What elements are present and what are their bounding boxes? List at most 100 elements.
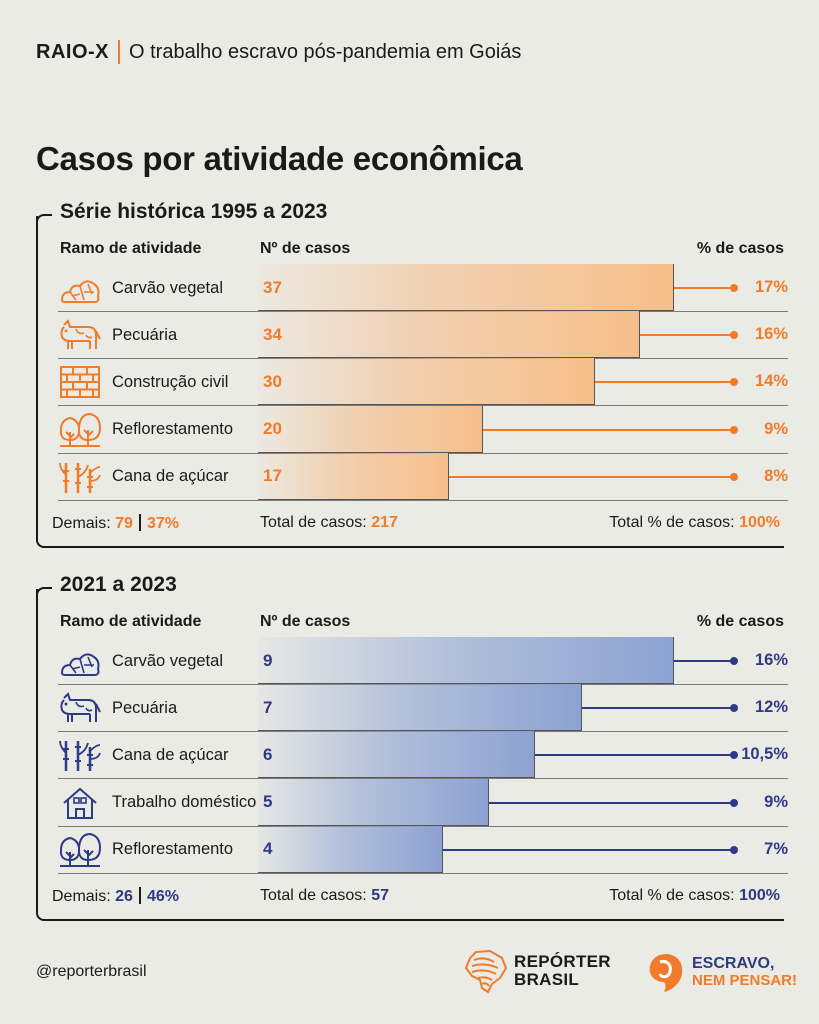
others-cases: 79 <box>115 515 133 532</box>
bar <box>258 778 490 826</box>
brazil-map-icon <box>464 949 508 994</box>
logo-line1: ESCRAVO, <box>692 955 775 972</box>
leader-dot <box>730 284 738 292</box>
bar <box>258 405 483 453</box>
leader-dot <box>730 704 738 713</box>
bar-row: Reflorestamento 4 7% <box>58 825 788 874</box>
case-count: 4 <box>263 839 273 859</box>
total-cases-label: Total de casos: <box>260 514 367 531</box>
category-label: Reflorestamento <box>112 420 234 439</box>
percent-label: 17% <box>754 278 788 296</box>
page-title: Casos por atividade econômica <box>36 140 523 177</box>
trees-icon <box>58 832 102 868</box>
bar-row: Trabalho doméstico 5 9% <box>58 778 788 827</box>
leader-dot <box>730 331 738 340</box>
category-label: Carvão vegetal <box>112 651 223 670</box>
leader-line <box>442 848 734 851</box>
percent-label: 14% <box>754 372 788 391</box>
bar-row: Carvão vegetal 37 17% <box>58 264 788 312</box>
others-percent: 46% <box>146 888 179 905</box>
column-header-cases: Nº de casos <box>260 613 351 630</box>
percent-label: 12% <box>754 698 788 717</box>
case-count: 6 <box>263 744 273 764</box>
others-summary: Demais: 26 46% <box>52 887 179 906</box>
total-cases: Total de casos: 57 <box>260 887 389 905</box>
category-label: Carvão vegetal <box>112 278 223 297</box>
bar <box>258 311 641 359</box>
column-header-percent: % de casos <box>696 240 784 257</box>
total-percent: Total % de casos: 100% <box>609 514 780 532</box>
bar-row: Pecuária 7 12% <box>58 684 788 733</box>
percent-label: 16% <box>754 325 788 344</box>
case-count: 5 <box>263 792 273 812</box>
leader-line <box>581 707 734 710</box>
leader-line <box>640 334 734 337</box>
header-separator <box>118 40 120 64</box>
speech-bubble-icon <box>649 954 683 992</box>
total-percent-value: 100% <box>739 887 780 904</box>
others-separator <box>138 887 141 904</box>
chart-panel-historical: Série histórica 1995 a 2023 Ramo de ativ… <box>36 200 788 548</box>
leader-dot <box>730 472 738 481</box>
leader-dot <box>730 378 738 387</box>
reporter-brasil-logo: REPÓRTER BRASIL <box>462 948 611 994</box>
others-label: Demais: <box>52 888 111 905</box>
category-label: Pecuária <box>112 698 178 717</box>
percent-label: 8% <box>764 466 788 485</box>
bar-row: Cana de açúcar 6 10,5% <box>58 731 788 780</box>
brick-wall-icon <box>58 364 102 400</box>
logo-line2: NEM PENSAR! <box>692 972 798 989</box>
column-header-percent: % de casos <box>696 613 784 630</box>
charcoal-icon <box>58 270 102 306</box>
case-count: 20 <box>263 419 282 439</box>
bar-row: Reflorestamento 20 9% <box>58 405 788 454</box>
percent-label: 9% <box>764 792 788 811</box>
leader-dot <box>730 751 738 760</box>
total-cases-value: 57 <box>371 887 389 904</box>
case-count: 30 <box>263 371 282 391</box>
total-cases-label: Total de casos: <box>260 887 367 904</box>
leader-line <box>595 381 734 384</box>
sugarcane-icon <box>58 459 102 495</box>
leader-line <box>482 428 734 431</box>
percent-label: 10,5% <box>741 745 788 764</box>
leader-dot <box>730 657 738 665</box>
case-count: 7 <box>263 697 273 717</box>
category-label: Cana de açúcar <box>112 467 229 486</box>
case-count: 17 <box>263 466 282 486</box>
trees-icon <box>58 412 102 448</box>
row-divider <box>58 872 788 874</box>
total-percent-label: Total % de casos: <box>609 514 735 531</box>
column-header-activity: Ramo de atividade <box>60 613 202 630</box>
leader-line <box>449 475 734 478</box>
panel-title: Série histórica 1995 a 2023 <box>58 200 334 224</box>
case-count: 34 <box>263 324 282 344</box>
bar <box>258 264 674 311</box>
total-cases-value: 217 <box>371 514 398 531</box>
leader-dot <box>730 845 738 854</box>
header-tag: RAIO-X <box>36 40 109 63</box>
total-cases: Total de casos: 217 <box>260 514 398 532</box>
bar-row: Construção civil 30 14% <box>58 358 788 407</box>
leader-line <box>535 754 734 757</box>
escravo-nem-pensar-logo: ESCRAVO, NEM PENSAR! <box>646 950 797 994</box>
chart-panel-recent: 2021 a 2023 Ramo de atividade Nº de caso… <box>36 573 788 921</box>
bar-row: Cana de açúcar 17 8% <box>58 452 788 501</box>
others-summary: Demais: 79 37% <box>52 514 179 533</box>
house-icon <box>58 785 102 821</box>
leader-dot <box>730 798 738 807</box>
bar <box>258 825 443 873</box>
bar <box>258 684 582 732</box>
cow-icon <box>58 317 102 353</box>
column-header-activity: Ramo de atividade <box>60 240 202 257</box>
bar <box>258 637 674 684</box>
category-label: Trabalho doméstico <box>112 793 257 812</box>
percent-label: 7% <box>764 839 788 858</box>
bar-row: Carvão vegetal 9 16% <box>58 637 788 685</box>
others-cases: 26 <box>115 888 133 905</box>
header: RAIO-X O trabalho escravo pós-pandemia e… <box>36 40 521 64</box>
category-label: Construção civil <box>112 372 229 391</box>
leader-line <box>674 660 734 662</box>
panel-title: 2021 a 2023 <box>58 573 183 597</box>
case-count: 9 <box>263 650 273 670</box>
